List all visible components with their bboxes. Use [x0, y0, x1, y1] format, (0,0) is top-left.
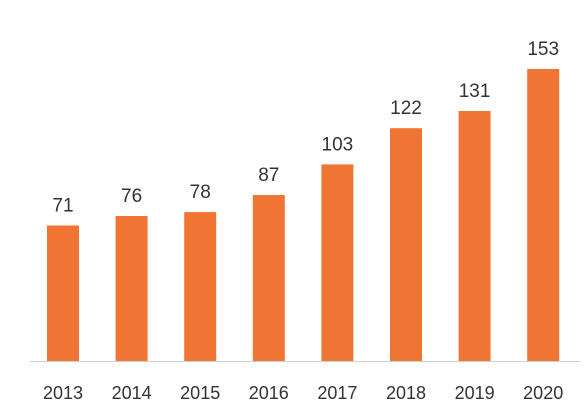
value-label-2016: 87	[258, 165, 279, 186]
bar-2017	[321, 164, 354, 361]
value-label-2014: 76	[121, 186, 142, 207]
value-label-2019: 131	[459, 81, 491, 102]
value-label-2017: 103	[322, 134, 354, 155]
x-tick-label-2015: 2015	[180, 383, 220, 403]
bar-2020	[527, 69, 560, 361]
value-labels-group: 71 76 78 87 103 122 131 153	[52, 39, 559, 217]
value-label-2015: 78	[190, 182, 211, 203]
x-tick-label-2013: 2013	[43, 383, 83, 403]
bar-2016	[252, 195, 285, 361]
bar-2015	[184, 212, 217, 361]
x-tick-label-2017: 2017	[317, 383, 357, 403]
value-label-2018: 122	[390, 98, 422, 119]
bar-2013	[47, 225, 79, 361]
bar-2014	[115, 216, 148, 361]
x-tick-label-2018: 2018	[386, 383, 426, 403]
x-tick-label-2020: 2020	[523, 383, 563, 403]
x-tick-label-2014: 2014	[112, 383, 152, 403]
x-tick-label-2016: 2016	[249, 383, 289, 403]
value-label-2013: 71	[52, 196, 73, 217]
x-tick-label-2019: 2019	[455, 383, 495, 403]
value-label-2020: 153	[527, 39, 559, 60]
bar-2018	[390, 128, 422, 361]
bars-group	[47, 69, 560, 361]
x-tick-labels-group: 2013 2014 2015 2016 2017 2018 2019 2020	[43, 383, 563, 403]
bar-2019	[458, 111, 491, 361]
